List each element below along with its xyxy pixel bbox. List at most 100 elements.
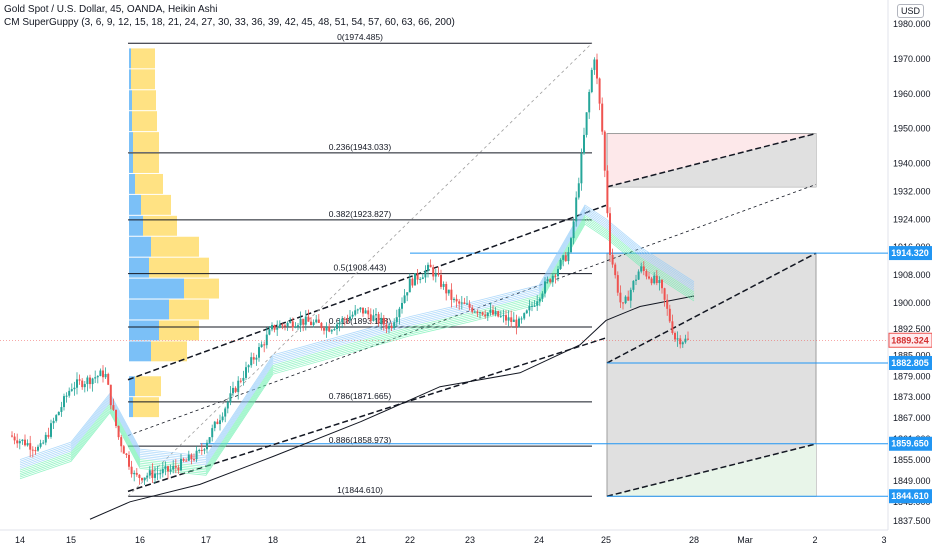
candle-body (679, 338, 682, 345)
volume-profile-down-bar (151, 341, 187, 362)
y-tick-label: 1855.000 (893, 455, 931, 465)
candle-body (658, 279, 661, 284)
channel-upper-dashed (127, 204, 607, 381)
candle-body (297, 325, 299, 327)
volume-profile-up-bar (129, 48, 131, 69)
price-axis-label: 1859.650 (891, 439, 929, 449)
candle-body (63, 396, 65, 408)
candle-body (185, 460, 188, 462)
candle-body (315, 319, 318, 323)
candle-body (442, 284, 445, 287)
price-axis-label-bg (889, 246, 932, 261)
volume-profile-up-bar (129, 397, 133, 418)
candle-body (294, 326, 297, 328)
candle-body (668, 308, 671, 322)
candle-body (34, 450, 37, 452)
candle-body (317, 319, 320, 323)
candle-body (424, 270, 427, 278)
candle-body (499, 315, 502, 317)
candle-body (151, 470, 154, 478)
candle-body (390, 325, 393, 329)
price-axis-label-bg (889, 436, 932, 451)
volume-profile-up-bar (129, 194, 141, 215)
candle-body (554, 275, 557, 277)
candle-body (640, 266, 643, 272)
volume-profile-down-bar (169, 299, 209, 320)
candle-body (580, 153, 583, 184)
candle-body (434, 273, 437, 277)
candle-body (252, 357, 255, 360)
candle-body (590, 69, 593, 92)
x-tick-label: 16 (135, 535, 145, 545)
candle-body (403, 295, 406, 303)
candle-body (655, 275, 658, 284)
candle-body (624, 296, 627, 304)
candle-body (60, 407, 63, 412)
candle-body (208, 437, 211, 443)
candle-body (593, 59, 596, 70)
y-tick-label: 1900.000 (893, 298, 931, 308)
candle-body (585, 112, 588, 135)
candle-body (557, 268, 559, 277)
candle-body (648, 276, 650, 279)
candle-body (169, 469, 172, 472)
candle-body (21, 439, 24, 442)
candle-body (115, 409, 117, 426)
candle-body (52, 420, 55, 424)
candle-body (278, 324, 281, 328)
candle-body (676, 338, 679, 340)
candle-body (195, 450, 198, 460)
candle-body (629, 289, 632, 301)
candle-body (458, 301, 461, 304)
candle-body (70, 389, 73, 391)
zone-dashed-diag-2 (606, 252, 817, 364)
candle-body (219, 420, 221, 425)
volume-profile-down-bar (131, 69, 155, 90)
candle-body (302, 318, 305, 325)
candle-body (177, 467, 180, 471)
candle-body (492, 310, 494, 315)
candle-body (460, 302, 463, 304)
candle-body (237, 380, 240, 393)
candle-body (616, 275, 619, 293)
candle-body (609, 213, 611, 255)
candle-body (94, 377, 97, 379)
candle-body (42, 442, 45, 444)
candle-body (286, 322, 289, 327)
candle-body (281, 324, 284, 326)
candle-body (213, 421, 216, 429)
candle-body (221, 416, 224, 421)
candle-body (601, 103, 604, 132)
volume-profile-up-bar (129, 278, 184, 299)
candle-body (325, 326, 328, 331)
candle-body (510, 317, 513, 322)
y-tick-label: 1867.000 (893, 413, 931, 423)
candle-body (47, 434, 50, 437)
candle-body (13, 436, 16, 441)
price-axis-label: 1844.610 (891, 491, 929, 501)
y-tick-label: 1924.000 (893, 214, 931, 224)
candle-body (393, 322, 396, 329)
candle-body (154, 473, 156, 478)
candle-body (323, 328, 325, 331)
candle-body (583, 134, 585, 154)
fib-level-label: 0.382(1923.827) (329, 209, 392, 219)
currency-badge[interactable]: USD (896, 4, 924, 18)
candle-body (528, 305, 531, 311)
fib-level-label: 0.236(1943.033) (329, 142, 392, 152)
candle-body (385, 324, 388, 329)
candle-body (73, 387, 76, 390)
chart-title: Gold Spot / U.S. Dollar, 45, OANDA, Heik… (4, 4, 218, 15)
volume-profile-up-bar (129, 111, 132, 132)
candle-body (16, 440, 19, 444)
volume-profile-up-bar (129, 173, 135, 194)
candle-body (320, 322, 323, 329)
candle-body (11, 435, 13, 437)
price-axis-label-bg (888, 332, 932, 348)
candle-body (338, 322, 341, 325)
candle-body (632, 280, 635, 290)
candle-body (91, 378, 94, 385)
candle-body (531, 305, 533, 307)
candle-body (128, 454, 130, 467)
